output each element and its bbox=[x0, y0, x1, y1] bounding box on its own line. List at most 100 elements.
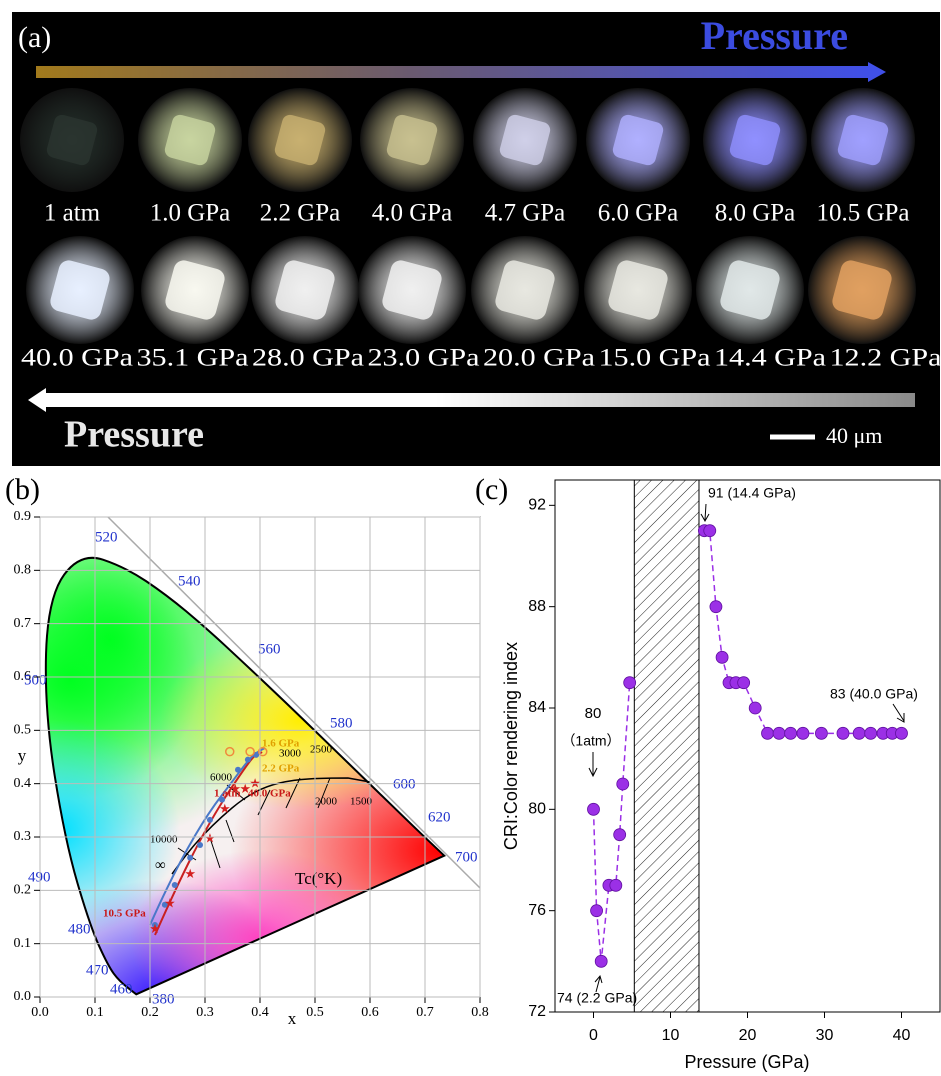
pressure-label: 10.5 GPa bbox=[816, 200, 909, 227]
pressure-arrow bbox=[36, 66, 870, 78]
pressure-label: 20.0 GPa bbox=[483, 345, 595, 372]
panel-b: (b)0.00.10.20.30.40.50.60.70.80.00.10.20… bbox=[0, 440, 650, 1076]
wavelength-label: 520 bbox=[95, 529, 118, 545]
x-tick-label: 0.3 bbox=[196, 1005, 214, 1020]
x-tick-label: 0.6 bbox=[361, 1005, 379, 1020]
x-axis-label: Pressure (GPa) bbox=[684, 1052, 809, 1072]
pressure-label: 2.2 GPa bbox=[260, 200, 341, 227]
annotation: ∞ bbox=[155, 857, 166, 873]
data-point bbox=[815, 727, 827, 739]
x-tick-label: 0.2 bbox=[141, 1005, 159, 1020]
pressure-arrow bbox=[44, 393, 915, 407]
data-point bbox=[896, 727, 908, 739]
shaded-region bbox=[634, 480, 699, 1012]
x-tick-label: 10 bbox=[662, 1027, 680, 1044]
pressure-label: 35.1 GPa bbox=[137, 345, 249, 372]
data-point: ★ bbox=[164, 896, 176, 911]
pressure-label: 1 atm bbox=[44, 200, 101, 227]
wavelength-label: 460 bbox=[110, 981, 133, 997]
x-tick-label: 0.8 bbox=[471, 1005, 489, 1020]
data-point bbox=[245, 757, 251, 763]
wavelength-label: 560 bbox=[258, 641, 281, 657]
annotation: 2.2 GPa bbox=[262, 763, 300, 775]
y-tick-label: 84 bbox=[528, 699, 546, 716]
data-point bbox=[716, 651, 728, 663]
y-axis-label: CRI:Color rendering index bbox=[501, 642, 521, 850]
data-point bbox=[749, 702, 761, 714]
data-point bbox=[172, 882, 178, 888]
data-point bbox=[738, 677, 750, 689]
data-point bbox=[235, 767, 241, 773]
wavelength-label: 380 bbox=[152, 991, 175, 1007]
pressure-label: 8.0 GPa bbox=[715, 200, 796, 227]
data-point bbox=[797, 727, 809, 739]
figure: (a) Pressure Pressure 40 μm 1 atm1.0 GPa… bbox=[0, 0, 941, 1076]
pressure-label: 40.0 GPa bbox=[21, 345, 133, 372]
pressure-label: 28.0 GPa bbox=[252, 345, 364, 372]
x-axis-label: x bbox=[288, 1009, 297, 1028]
wavelength-label: 480 bbox=[68, 921, 91, 937]
annotation: 83 (40.0 GPa) bbox=[830, 686, 918, 702]
data-point bbox=[865, 727, 877, 739]
panel-label: (b) bbox=[5, 473, 40, 506]
wavelength-label: 540 bbox=[178, 573, 201, 589]
data-point: ★ bbox=[149, 921, 161, 936]
wavelength-label: 470 bbox=[86, 962, 109, 978]
annotation: 74 (2.2 GPa) bbox=[557, 990, 637, 1006]
data-point bbox=[762, 727, 774, 739]
y-tick-label: 0.4 bbox=[14, 776, 32, 791]
x-tick-label: 0.0 bbox=[31, 1005, 49, 1020]
data-point bbox=[591, 905, 603, 917]
panel-label: (a) bbox=[18, 21, 51, 54]
x-tick-label: 0 bbox=[589, 1027, 598, 1044]
data-point bbox=[785, 727, 797, 739]
data-point: ★ bbox=[219, 801, 231, 816]
y-tick-label: 0.0 bbox=[14, 989, 32, 1004]
pressure-label: 12.2 GPa bbox=[830, 345, 941, 372]
y-tick-label: 76 bbox=[528, 902, 546, 919]
data-point bbox=[588, 803, 600, 815]
wavelength-label: 600 bbox=[393, 776, 416, 792]
y-tick-label: 92 bbox=[528, 497, 546, 514]
x-tick-label: 0.7 bbox=[416, 1005, 434, 1020]
data-point bbox=[624, 677, 636, 689]
y-axis-label: y bbox=[18, 746, 27, 765]
pressure-label: 23.0 GPa bbox=[368, 345, 480, 372]
data-point bbox=[187, 855, 193, 861]
x-tick-label: 0.5 bbox=[306, 1005, 324, 1020]
y-tick-label: 80 bbox=[528, 801, 546, 818]
pressure-label: 15.0 GPa bbox=[599, 345, 711, 372]
annotation: 3000 bbox=[279, 748, 302, 760]
pressure-label: Pressure bbox=[64, 414, 204, 456]
y-tick-label: 0.8 bbox=[14, 563, 32, 578]
pressure-label: Pressure bbox=[701, 13, 848, 58]
y-tick-label: 88 bbox=[528, 598, 546, 615]
data-point bbox=[853, 727, 865, 739]
annotation: 10.5 GPa bbox=[103, 908, 146, 920]
data-point bbox=[207, 817, 213, 823]
data-point bbox=[710, 601, 722, 613]
data-point bbox=[197, 842, 203, 848]
wavelength-label: 500 bbox=[24, 672, 47, 688]
x-tick-label: 30 bbox=[816, 1027, 834, 1044]
data-point bbox=[614, 829, 626, 841]
pressure-label: 1.0 GPa bbox=[150, 200, 231, 227]
y-tick-label: 0.9 bbox=[14, 509, 32, 524]
wavelength-label: 700 bbox=[455, 849, 478, 865]
x-tick-label: 0.4 bbox=[251, 1005, 269, 1020]
pressure-label: 14.4 GPa bbox=[714, 345, 826, 372]
annotation: 91 (14.4 GPa) bbox=[708, 485, 796, 501]
y-tick-label: 72 bbox=[528, 1003, 546, 1020]
y-tick-label: 0.7 bbox=[14, 616, 32, 631]
annotation: 80 bbox=[585, 705, 602, 722]
data-point bbox=[595, 955, 607, 967]
pressure-label: 4.0 GPa bbox=[372, 200, 453, 227]
wavelength-label: 580 bbox=[330, 715, 353, 731]
y-tick-label: 0.1 bbox=[14, 936, 32, 951]
x-tick-label: 20 bbox=[739, 1027, 757, 1044]
pressure-label: 6.0 GPa bbox=[598, 200, 679, 227]
data-point bbox=[610, 879, 622, 891]
data-point: ★ bbox=[184, 866, 196, 881]
pressure-label: 4.7 GPa bbox=[485, 200, 566, 227]
